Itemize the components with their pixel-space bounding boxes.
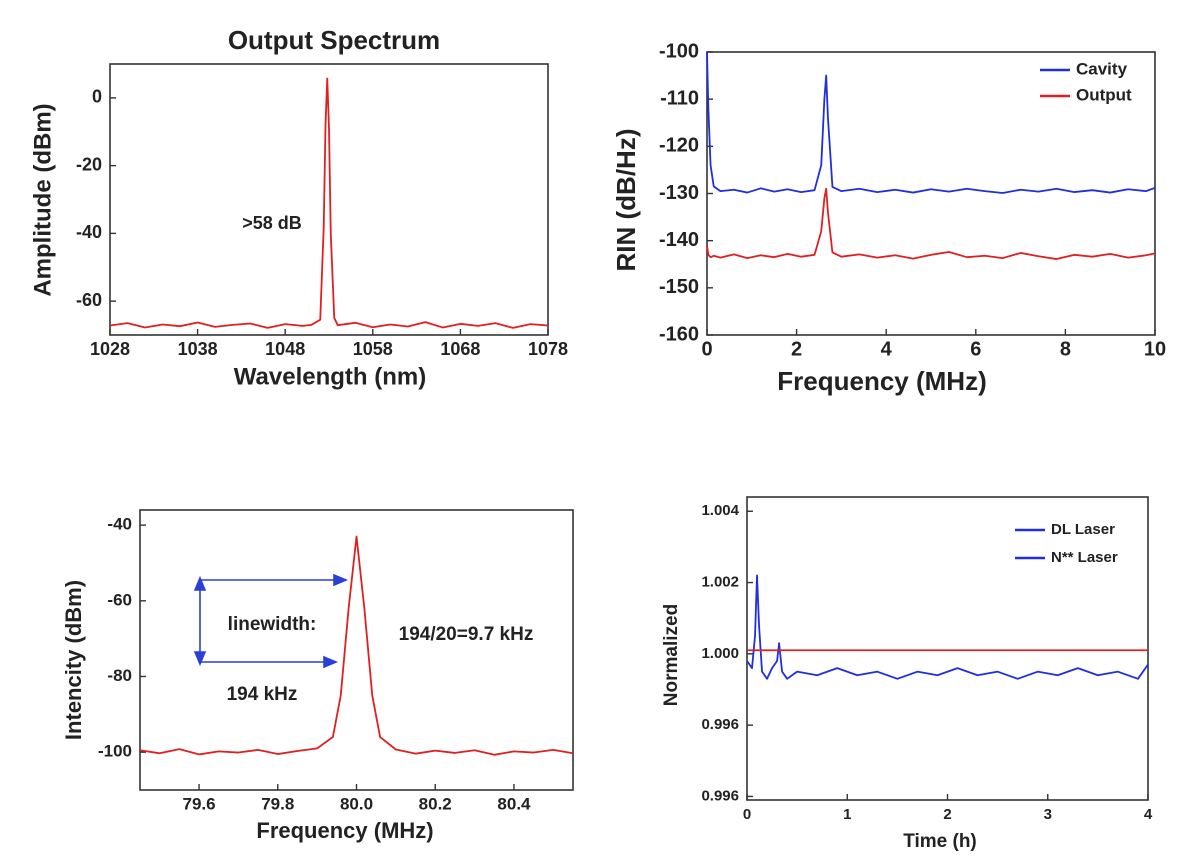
x-tick-label: 1 — [843, 806, 851, 823]
y-tick-label: 1.000 — [701, 645, 739, 662]
y-tick-label: -160 — [659, 323, 699, 345]
plot-frame — [109, 63, 549, 336]
linewidth-arrows — [193, 573, 349, 669]
plot-frame — [746, 496, 1149, 801]
x-tick-label: 0 — [701, 338, 712, 360]
annotation: 194/20=9.7 kHz — [399, 624, 534, 645]
y-tick-label: -60 — [76, 290, 102, 310]
x-axis-label: Wavelength (nm) — [234, 363, 426, 390]
y-tick-label: -40 — [107, 515, 132, 534]
legend-label: Output — [1076, 85, 1132, 104]
x-tick-label: 4 — [1144, 806, 1153, 823]
y-tick-label: 0.996 — [701, 716, 739, 733]
chart-title: Output Spectrum — [228, 25, 440, 55]
annotation: >58 dB — [242, 213, 302, 233]
y-tick-label: -100 — [98, 742, 132, 761]
x-tick-label: 1038 — [178, 339, 218, 359]
x-tick-label: 6 — [970, 338, 981, 360]
x-tick-label: 2 — [943, 806, 951, 823]
y-tick-label: -60 — [107, 590, 132, 609]
x-tick-label: 4 — [881, 338, 893, 360]
legend-label: N** Laser — [1051, 549, 1118, 566]
y-tick-label: 0.996 — [701, 787, 739, 804]
x-tick-label: 80.2 — [419, 794, 452, 813]
legend-label: DL Laser — [1051, 521, 1115, 538]
y-axis-label: Intencity (dBm) — [61, 580, 86, 740]
x-axis-label: Frequency (MHz) — [256, 818, 433, 843]
x-tick-label: 80.0 — [340, 794, 373, 813]
annotation: 194 kHz — [227, 684, 298, 705]
x-tick-label: 80.4 — [497, 794, 531, 813]
arrowhead — [323, 573, 349, 669]
data-line — [746, 574, 1149, 680]
arrowhead — [193, 575, 207, 667]
y-tick-label: -40 — [76, 222, 102, 242]
x-axis-label: Time (h) — [903, 831, 977, 852]
annotation: linewidth: — [228, 614, 317, 635]
x-axis-label: Frequency (MHz) — [777, 366, 986, 396]
x-tick-label: 1048 — [265, 339, 305, 359]
y-tick-label: -20 — [76, 154, 102, 174]
y-tick-label: -80 — [107, 666, 132, 685]
y-axis-label: Normalized — [661, 604, 682, 706]
data-line — [109, 77, 549, 329]
y-tick-label: -100 — [659, 40, 699, 62]
y-tick-label: 0 — [92, 87, 102, 107]
x-tick-label: 10 — [1144, 338, 1166, 360]
x-tick-label: 79.6 — [182, 794, 215, 813]
x-tick-label: 1068 — [440, 339, 480, 359]
y-axis-label: RIN (dB/Hz) — [611, 129, 641, 272]
data-line — [706, 51, 1156, 194]
x-tick-label: 0 — [743, 806, 751, 823]
y-axis-label: Amplitude (dBm) — [29, 103, 56, 296]
y-tick-label: -110 — [660, 87, 699, 109]
x-tick-label: 1078 — [528, 339, 568, 359]
y-tick-label: -120 — [659, 135, 699, 157]
x-tick-label: 2 — [791, 338, 802, 360]
y-tick-label: -150 — [659, 276, 699, 298]
y-tick-label: -140 — [659, 229, 699, 251]
legend-label: Cavity — [1076, 59, 1128, 78]
y-tick-label: -130 — [659, 182, 699, 204]
data-line — [139, 535, 574, 756]
y-tick-label: 1.004 — [701, 502, 739, 519]
data-line — [706, 187, 1156, 260]
plot-frame — [139, 509, 574, 791]
x-tick-label: 8 — [1060, 338, 1071, 360]
x-tick-label: 1058 — [353, 339, 393, 359]
x-tick-label: 79.8 — [261, 794, 294, 813]
x-tick-label: 1028 — [90, 339, 130, 359]
y-tick-label: 1.002 — [701, 574, 739, 591]
x-tick-label: 3 — [1044, 806, 1052, 823]
